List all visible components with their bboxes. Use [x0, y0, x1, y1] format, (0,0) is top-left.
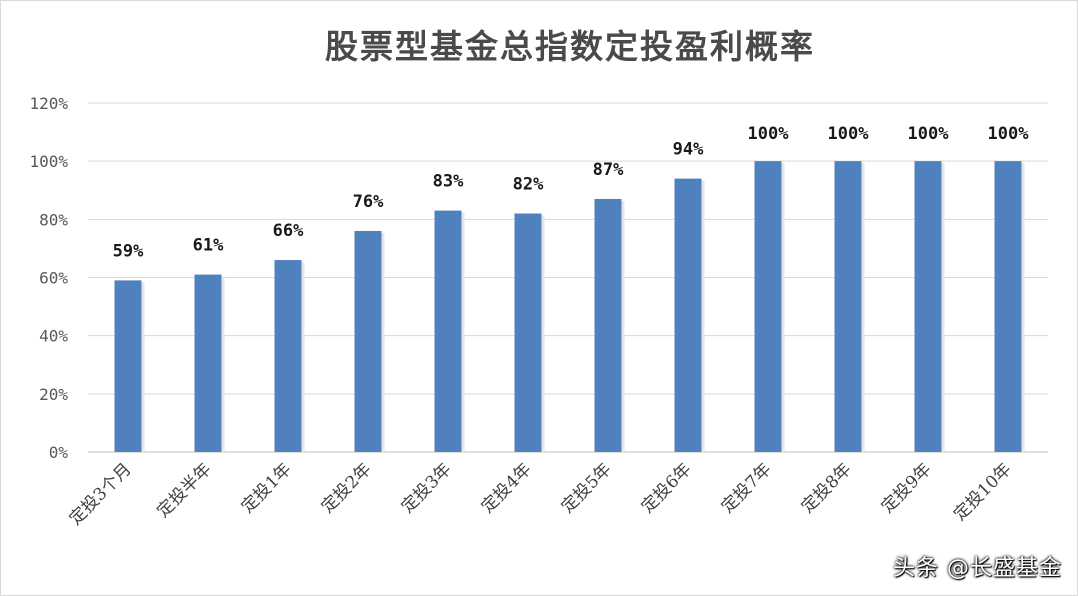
bar: [514, 213, 542, 452]
data-label: 83%: [433, 172, 464, 192]
data-label: 100%: [748, 124, 790, 144]
bar: [354, 230, 382, 452]
x-category-label: 定投9年: [878, 459, 936, 517]
y-tick-label: 80%: [39, 210, 68, 229]
data-label: 87%: [593, 160, 624, 180]
y-tick-label: 40%: [39, 327, 68, 346]
y-tick-label: 100%: [29, 152, 68, 171]
data-label: 94%: [673, 140, 704, 160]
x-category-label: 定投7年: [718, 459, 776, 517]
x-category-label: 定投4年: [478, 459, 536, 517]
bar: [274, 260, 302, 452]
chart-title: 股票型基金总指数定投盈利概率: [325, 27, 815, 66]
y-tick-label: 20%: [39, 385, 68, 404]
data-label: 59%: [113, 241, 144, 261]
bar: [114, 280, 142, 452]
data-label: 61%: [193, 236, 224, 256]
data-label: 76%: [353, 192, 384, 212]
y-tick-label: 60%: [39, 269, 68, 288]
bar: [754, 161, 782, 452]
x-category-label: 定投8年: [798, 459, 856, 517]
x-category-label: 定投半年: [153, 459, 215, 521]
data-label: 100%: [828, 124, 870, 144]
x-category-label: 定投5年: [558, 459, 616, 517]
bar: [914, 161, 942, 452]
x-category-label: 定投3年: [398, 459, 456, 517]
bar: [674, 178, 702, 452]
data-label: 100%: [908, 124, 950, 144]
bar: [434, 210, 462, 452]
x-category-label: 定投10年: [950, 459, 1016, 525]
data-label: 66%: [273, 221, 304, 241]
data-label: 100%: [988, 124, 1030, 144]
x-category-label: 定投3个月: [66, 459, 136, 529]
x-category-label: 定投2年: [318, 459, 376, 517]
bar: [194, 274, 222, 452]
watermark: 头条 @长盛基金: [893, 556, 1062, 581]
y-tick-label: 0%: [49, 443, 69, 462]
bar: [994, 161, 1022, 452]
data-label: 82%: [513, 175, 544, 195]
x-category-label: 定投6年: [638, 459, 696, 517]
bar: [834, 161, 862, 452]
x-category-label: 定投1年: [238, 459, 296, 517]
bar: [594, 198, 622, 452]
y-tick-label: 120%: [29, 94, 68, 113]
